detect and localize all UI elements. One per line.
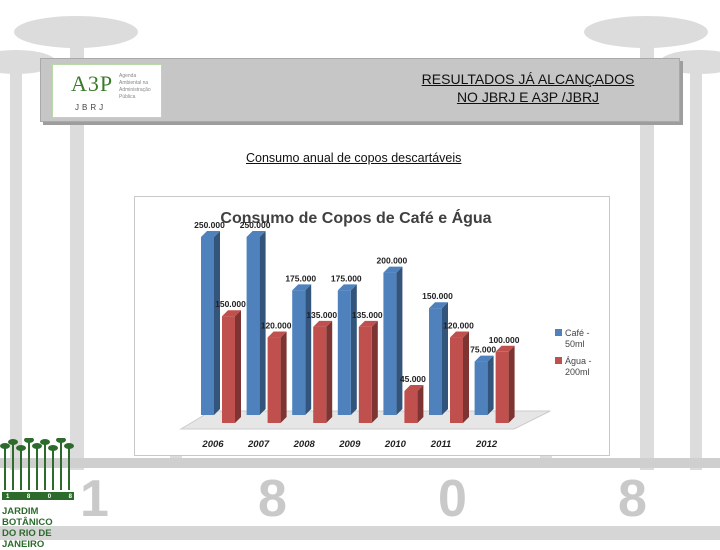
background-digit: 1 — [80, 470, 109, 528]
bar-top — [267, 331, 287, 338]
x-tick-label: 2008 — [293, 439, 316, 450]
data-label-cafe: 250.000 — [240, 220, 271, 230]
jbrj-year-digit: 8 — [26, 494, 31, 500]
legend-label-agua: Água - — [565, 356, 592, 366]
x-tick-label: 2012 — [475, 439, 498, 450]
data-label-agua: 45.000 — [400, 374, 426, 384]
bar-side — [371, 320, 378, 423]
bar-top — [337, 284, 357, 291]
bar-top — [474, 355, 494, 362]
bar-side — [326, 320, 333, 423]
header-title-line1: RESULTADOS JÁ ALCANÇADOS — [421, 71, 635, 87]
legend-label-cafe-size: 50ml — [565, 339, 585, 349]
bar-cafe — [201, 237, 214, 415]
bar-agua — [267, 337, 281, 423]
chart-title: Consumo de Copos de Café e Água — [220, 208, 491, 227]
data-label-agua: 120.000 — [261, 321, 292, 331]
bar-cafe — [474, 361, 488, 415]
logo-org: JBRJ — [75, 103, 107, 112]
bar-top — [429, 302, 448, 309]
logo-subtext: Agenda Ambiental na Administração Públic… — [119, 73, 159, 101]
bar-side — [235, 310, 241, 423]
data-label-cafe: 75.000 — [470, 345, 496, 355]
bar-side — [396, 266, 403, 415]
bar-cafe — [246, 237, 260, 415]
x-tick-label: 2007 — [247, 439, 270, 450]
data-label-cafe: 150.000 — [422, 291, 453, 301]
jbrj-year-digit: 0 — [47, 494, 52, 500]
jbrj-logo-line2: DO RIO DE JANEIRO — [2, 528, 52, 550]
x-tick-label: 2010 — [384, 439, 407, 450]
data-label-agua: 135.000 — [352, 310, 383, 320]
logo-sub-line: Administração — [119, 87, 151, 93]
bar-top — [404, 384, 424, 391]
jbrj-logo-line1: JARDIM BOTÂNICO — [2, 506, 53, 528]
header-title: RESULTADOS JÁ ALCANÇADOS NO JBRJ E A3P /… — [392, 70, 664, 106]
bar-cafe — [383, 272, 397, 415]
bar-side — [280, 331, 287, 423]
data-label-cafe: 200.000 — [377, 256, 408, 266]
data-label-agua: 120.000 — [443, 321, 474, 331]
chart-subtitle: Consumo anual de copos descartáveis — [246, 151, 462, 165]
bar-side — [305, 284, 312, 415]
chart-frame: Consumo de Copos de Café e Água 250.000 15… — [134, 196, 610, 456]
bar-side — [487, 355, 494, 415]
bar-agua — [222, 316, 235, 423]
bar-top — [201, 231, 220, 237]
header-title-line2: NO JBRJ E A3P /JBRJ — [456, 89, 600, 105]
a3p-logo: A3P JBRJ Agenda Ambiental na Administraç… — [52, 64, 162, 118]
bar-agua — [495, 351, 509, 423]
jbrj-logo — [0, 438, 74, 500]
logo-sub-line: Pública — [119, 94, 136, 100]
background-digit: 8 — [258, 470, 287, 528]
bar-top — [292, 284, 312, 291]
legend-swatch-cafe — [555, 329, 562, 336]
bar-agua — [313, 326, 327, 423]
legend-label-cafe: Café - — [565, 328, 590, 338]
legend-label-agua-size: 200ml — [565, 367, 590, 377]
x-tick-label: 2009 — [338, 439, 361, 450]
bar-top — [222, 310, 241, 317]
logo-sub-line: Agenda — [119, 73, 137, 79]
data-label-cafe: 175.000 — [285, 273, 316, 283]
jbrj-year-digit: 8 — [68, 494, 72, 500]
bar-side — [442, 302, 448, 415]
data-label-agua: 150.000 — [215, 299, 246, 309]
bar-side — [214, 231, 220, 415]
bar-top — [246, 231, 266, 237]
bar-top — [450, 331, 469, 338]
legend-swatch-agua — [555, 357, 562, 364]
background-digit: 8 — [618, 470, 647, 528]
data-label-cafe: 250.000 — [194, 220, 225, 230]
bar-cafe — [429, 308, 442, 415]
data-label-agua: 135.000 — [306, 310, 337, 320]
bar-side — [417, 384, 424, 423]
bar-cafe — [292, 290, 306, 415]
bar-top — [383, 266, 403, 273]
jbrj-year-digit: 1 — [6, 494, 10, 500]
bar-cafe — [337, 290, 351, 415]
bar-agua — [450, 337, 463, 423]
bar-side — [463, 331, 469, 423]
bar-agua — [404, 390, 418, 423]
bar-top — [313, 320, 333, 327]
bar-side — [508, 345, 515, 423]
bar-side — [259, 231, 266, 415]
data-label-cafe: 175.000 — [331, 273, 362, 283]
bar-top — [358, 320, 378, 327]
x-tick-label: 2006 — [201, 439, 224, 450]
x-tick-label: 2011 — [430, 439, 451, 450]
background-digit: 0 — [438, 470, 467, 528]
bar-top — [495, 345, 515, 352]
logo-brand: A3P — [71, 71, 114, 96]
logo-sub-line: Ambiental na — [119, 80, 149, 86]
bar-agua — [358, 326, 372, 423]
data-label-agua: 100.000 — [489, 335, 520, 345]
jbrj-logo-text: JARDIM BOTÂNICO DO RIO DE JANEIRO — [2, 506, 74, 550]
jbrj-logo-year: 1 8 0 8 — [6, 494, 72, 500]
bar-side — [350, 284, 357, 415]
